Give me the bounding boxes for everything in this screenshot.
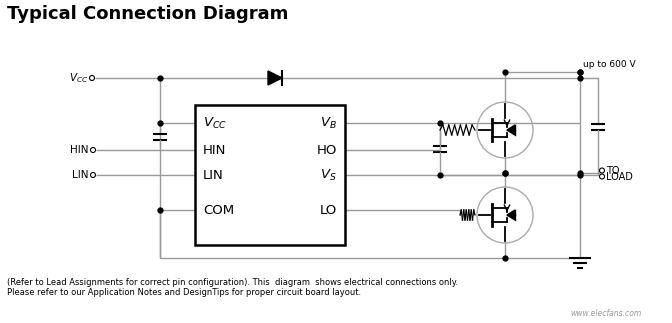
Polygon shape — [507, 125, 515, 135]
Text: HO: HO — [317, 143, 337, 157]
Polygon shape — [507, 210, 515, 220]
Text: www.elecfans.com: www.elecfans.com — [570, 309, 641, 318]
Text: $V_{CC}$: $V_{CC}$ — [203, 115, 227, 130]
Text: $V_S$: $V_S$ — [321, 167, 337, 182]
Text: (Refer to Lead Assignments for correct pin configuration). This  diagram  shows : (Refer to Lead Assignments for correct p… — [7, 278, 458, 287]
Text: Typical Connection Diagram: Typical Connection Diagram — [7, 5, 288, 23]
Bar — [195, 105, 345, 245]
Text: TO: TO — [606, 165, 620, 175]
Text: $V_B$: $V_B$ — [320, 115, 337, 130]
Text: COM: COM — [203, 203, 234, 216]
Text: HIN: HIN — [203, 143, 226, 157]
Text: LO: LO — [320, 203, 337, 216]
Text: up to 600 V: up to 600 V — [583, 60, 636, 69]
Text: $V_{CC}$: $V_{CC}$ — [69, 71, 88, 85]
Text: Please refer to our Application Notes and DesignTips for proper circuit board la: Please refer to our Application Notes an… — [7, 288, 361, 297]
Text: HIN: HIN — [69, 145, 88, 155]
Text: LOAD: LOAD — [606, 172, 633, 182]
Text: LIN: LIN — [203, 169, 224, 182]
Text: LIN: LIN — [71, 170, 88, 180]
Polygon shape — [268, 71, 282, 85]
